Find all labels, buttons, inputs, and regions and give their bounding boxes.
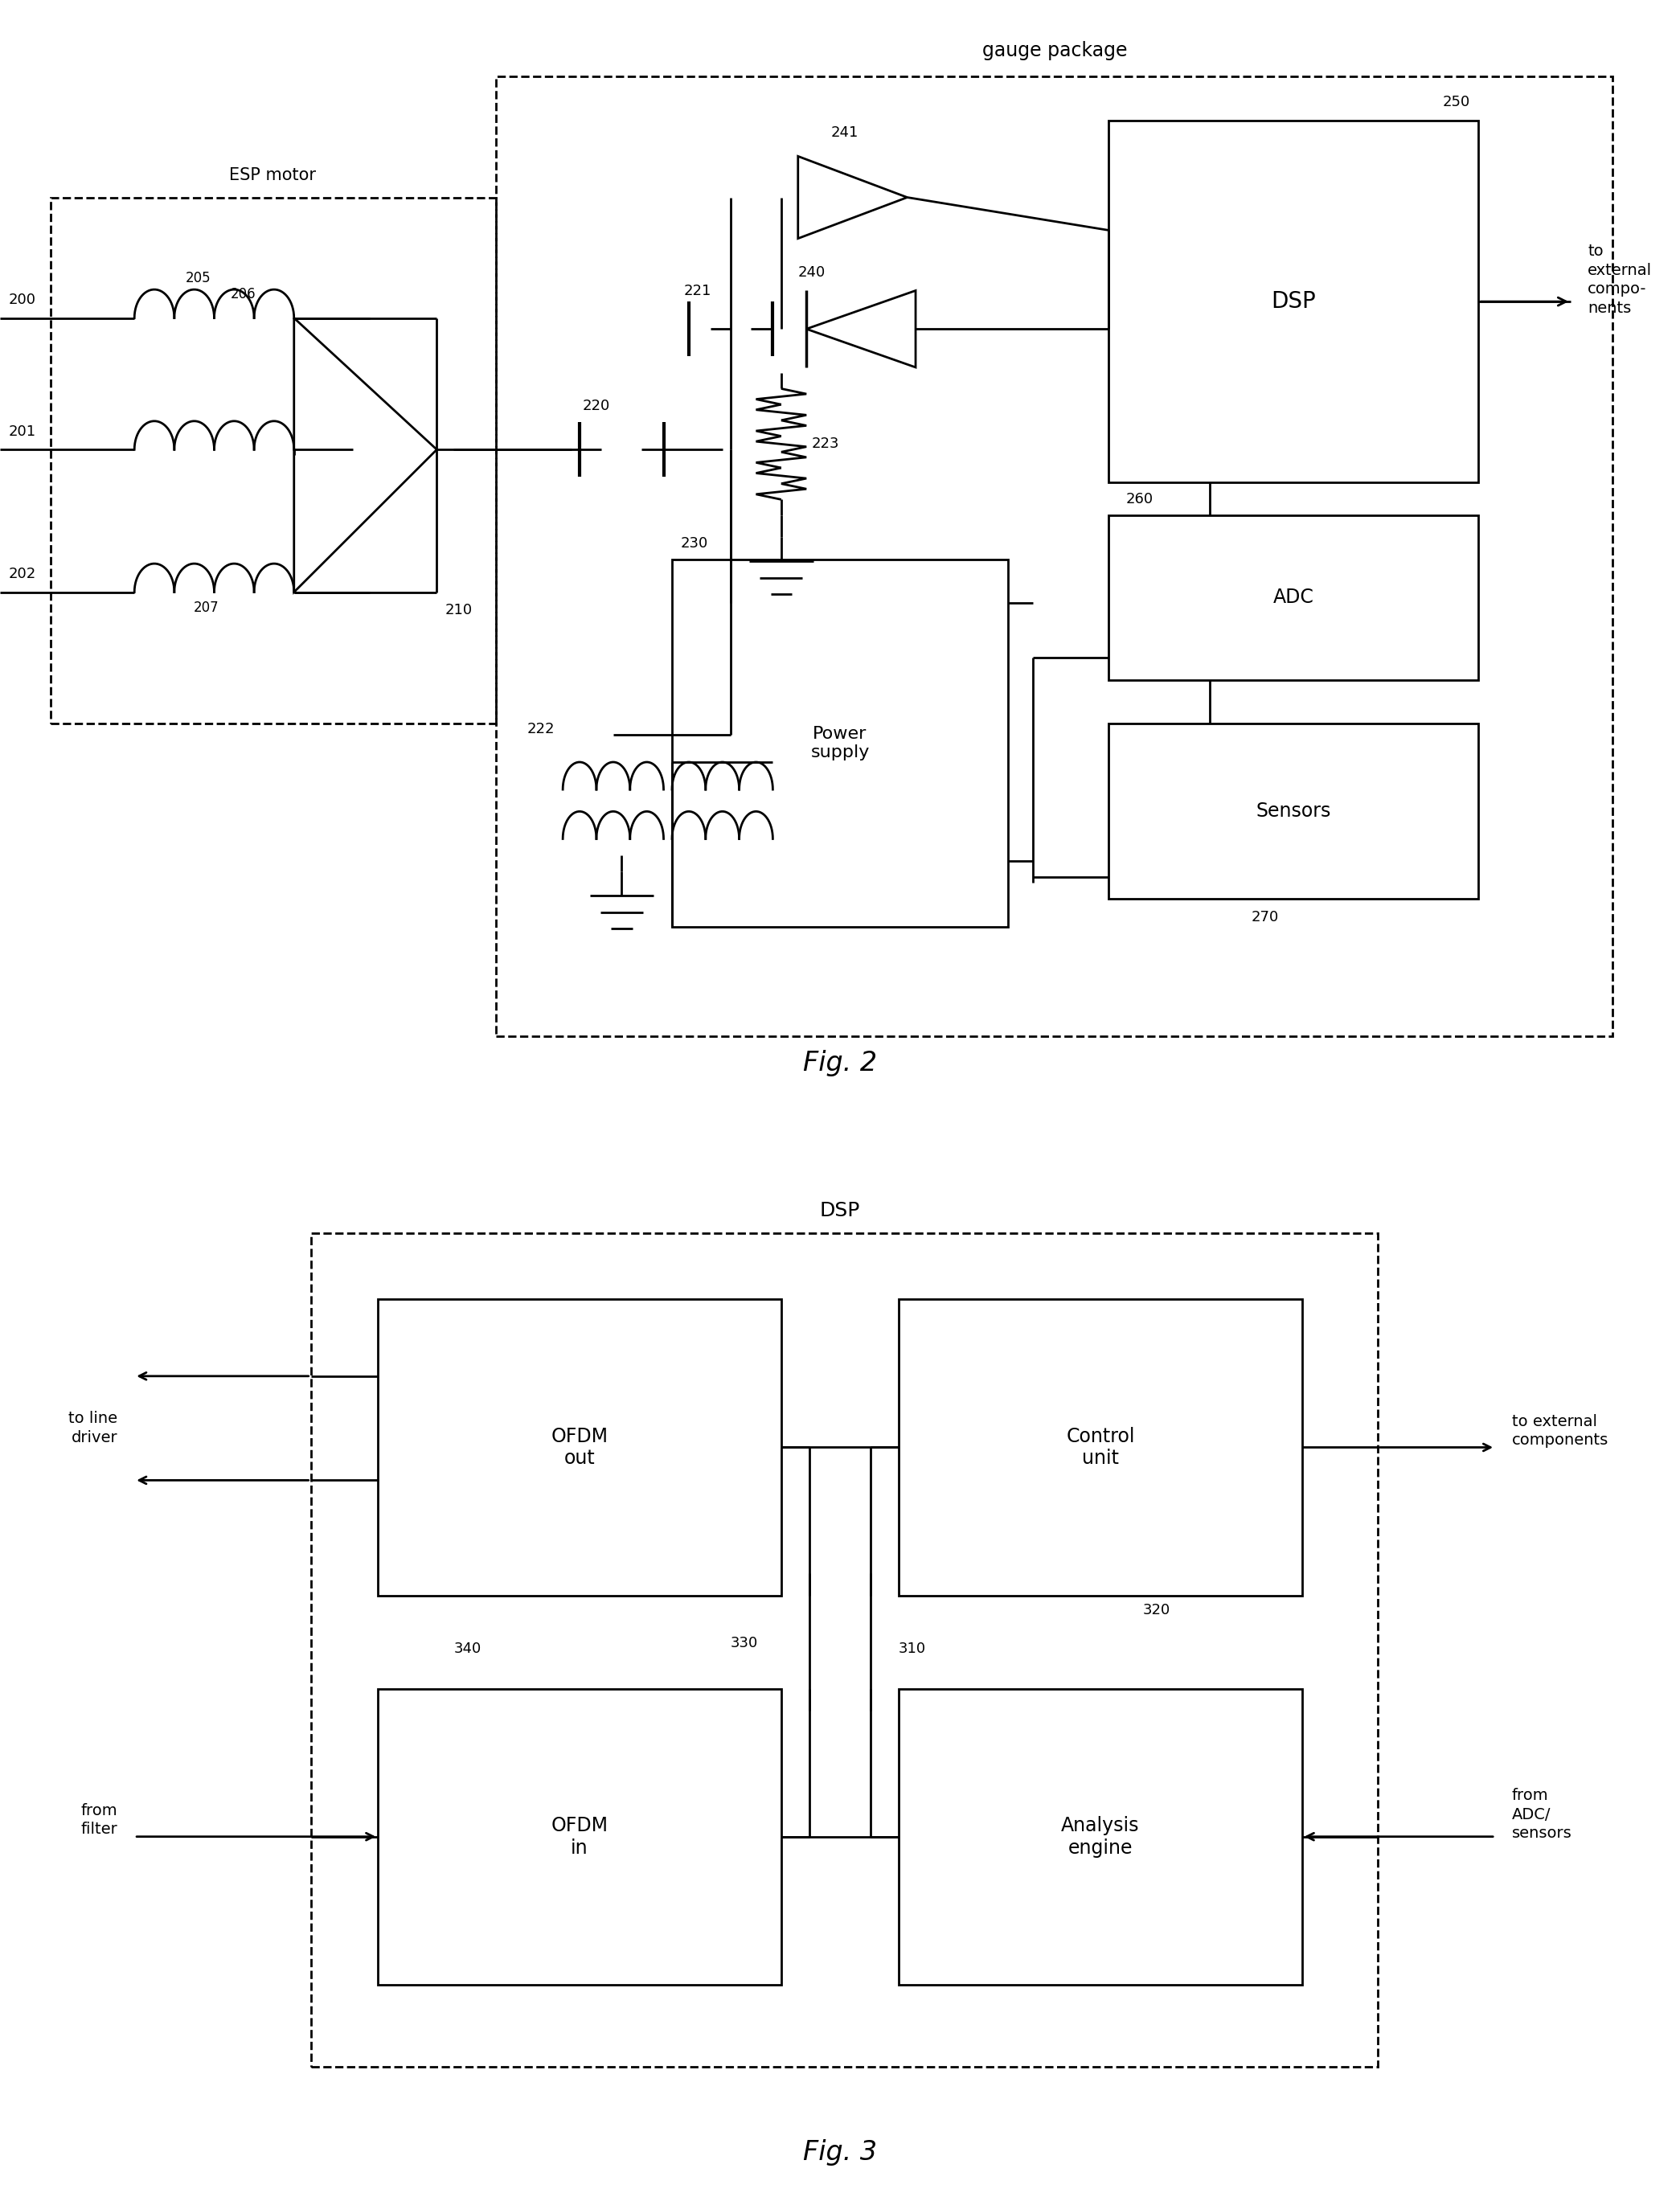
Text: Power
supply: Power supply [810,726,870,761]
Bar [1109,121,1478,482]
Text: 240: 240 [798,265,825,281]
Text: Analysis
engine: Analysis engine [1062,1816,1139,1857]
Text: Fig. 2: Fig. 2 [803,1050,877,1077]
Bar [311,1232,1378,2066]
Text: DSP: DSP [1272,289,1315,314]
Text: 340: 340 [454,1640,480,1656]
Text: 205: 205 [185,270,212,285]
Text: 223: 223 [811,436,840,452]
Text: to
external
compo-
nents: to external compo- nents [1588,243,1651,316]
Text: from
ADC/
sensors: from ADC/ sensors [1512,1787,1572,1842]
Text: Sensors: Sensors [1257,803,1331,820]
Text: OFDM
in: OFDM in [551,1816,608,1857]
Bar [50,197,496,724]
Text: Control
unit: Control unit [1067,1428,1134,1467]
Text: 200: 200 [8,292,35,307]
Text: 310: 310 [899,1640,926,1656]
Text: 260: 260 [1126,491,1152,507]
Polygon shape [806,292,916,366]
Bar [899,1689,1302,1985]
Text: DSP: DSP [820,1202,860,1219]
Text: from
filter: from filter [81,1803,118,1838]
Bar [378,1689,781,1985]
Text: 320: 320 [1142,1603,1169,1618]
Text: ADC: ADC [1273,588,1314,607]
Bar [1109,515,1478,680]
Text: OFDM
out: OFDM out [551,1428,608,1467]
Text: 202: 202 [8,566,35,581]
Text: 270: 270 [1252,910,1278,925]
Text: Fig. 3: Fig. 3 [803,2138,877,2167]
Text: 222: 222 [526,721,554,737]
Bar [672,559,1008,925]
Text: 220: 220 [583,399,610,412]
Text: 250: 250 [1443,94,1470,110]
Bar [496,77,1613,1037]
Text: 330: 330 [731,1636,758,1651]
Text: 221: 221 [684,283,711,298]
Text: to line
driver: to line driver [69,1410,118,1445]
Text: 207: 207 [193,601,218,616]
Bar [899,1298,1302,1597]
Text: 230: 230 [680,535,707,550]
Text: 206: 206 [230,287,255,300]
Text: ESP motor: ESP motor [228,167,316,184]
Text: 241: 241 [830,125,858,140]
Text: 210: 210 [445,603,472,618]
Bar [378,1298,781,1597]
Text: gauge package: gauge package [983,42,1127,59]
Bar [1109,724,1478,899]
Polygon shape [798,156,907,239]
Text: 201: 201 [8,423,35,439]
Text: to external
components: to external components [1512,1414,1609,1447]
